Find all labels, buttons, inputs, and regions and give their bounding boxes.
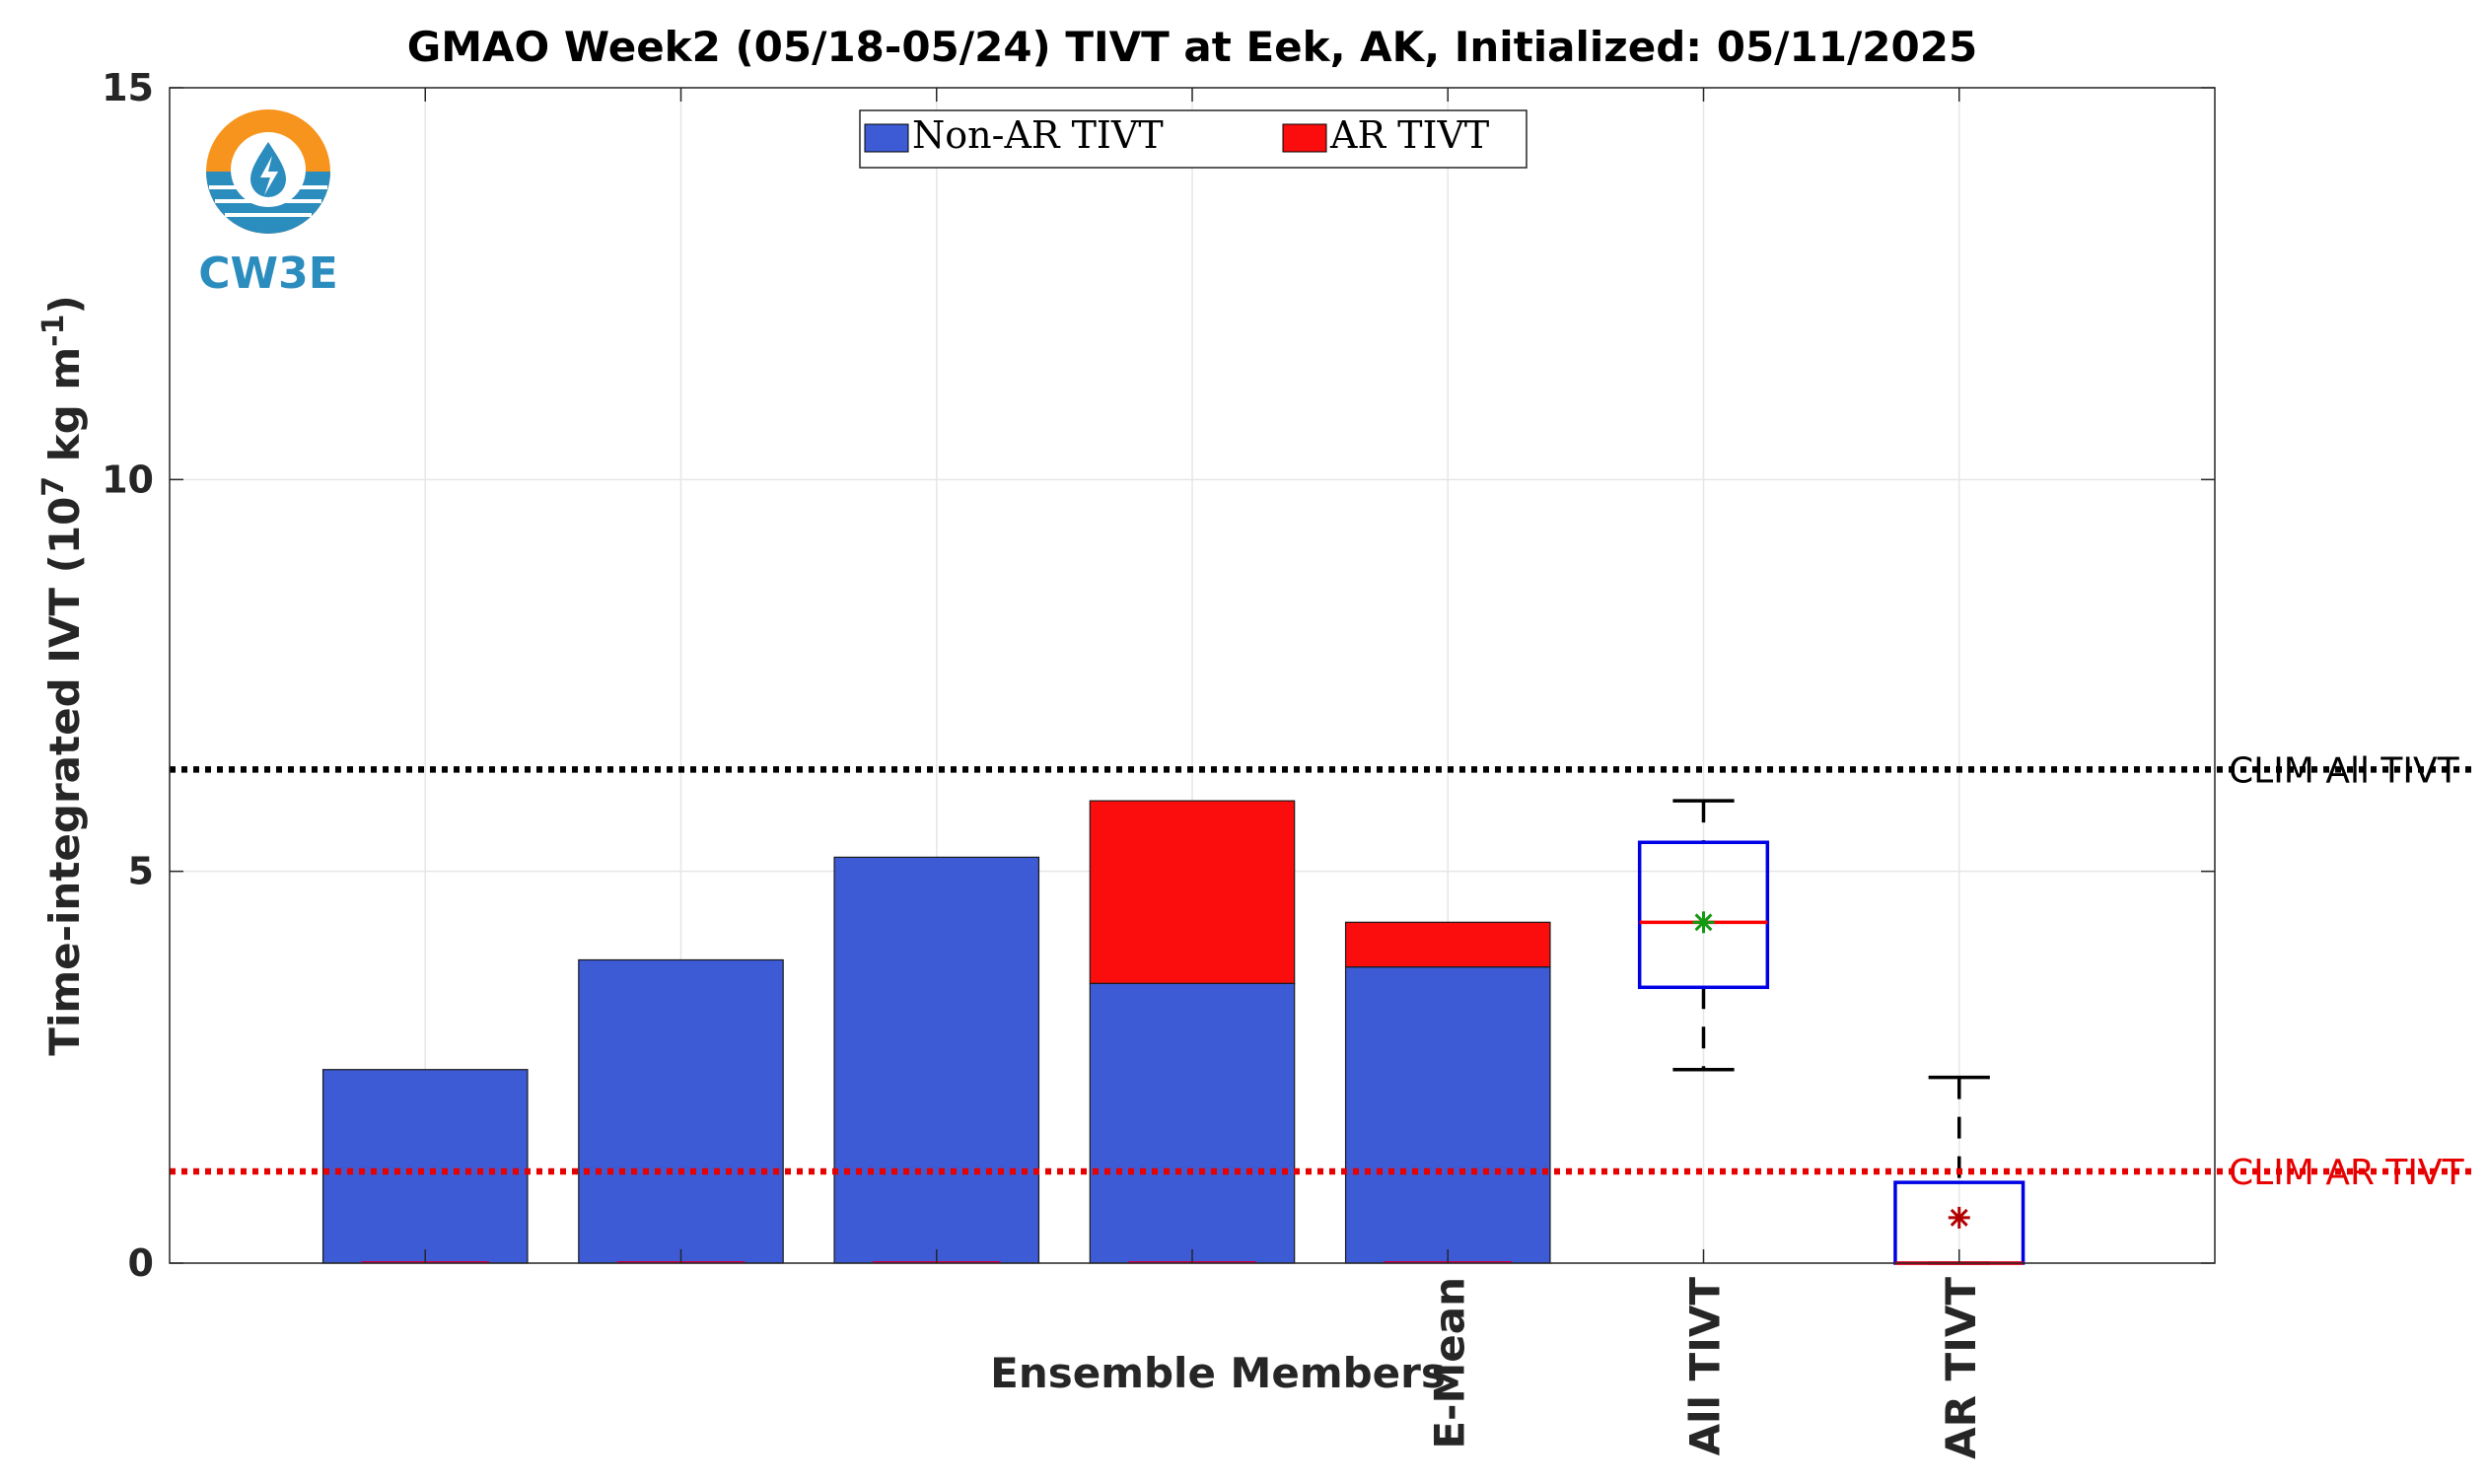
legend-label-ar: AR TIVT	[1329, 113, 1489, 157]
y-tick-label: 5	[128, 850, 154, 893]
box-mean-marker	[1948, 1206, 1970, 1229]
y-axis-label: Time-integrated IVT (107 kg m-1)	[36, 295, 89, 1055]
y-tick-label: 15	[102, 66, 154, 109]
legend-swatch-ar	[1282, 123, 1327, 153]
box-mean-marker	[1692, 911, 1715, 934]
y-axis-ticks: 0 5 10 15	[102, 66, 2215, 1285]
bar-non-ar	[578, 958, 784, 1264]
chart-title: GMAO Week2 (05/18-05/24) TIVT at Eek, AK…	[407, 23, 1977, 71]
bar-ar	[1089, 800, 1296, 984]
mean-star-stroke	[1694, 913, 1713, 932]
bar-non-ar	[1344, 966, 1551, 1264]
cw3e-logo: CW3E	[198, 109, 338, 299]
x-tick-label: AR TIVT	[1937, 1277, 1985, 1459]
bar-non-ar	[833, 856, 1040, 1264]
legend-box	[859, 109, 1528, 169]
x-axis-label: Ensemble Members	[990, 1349, 1446, 1397]
x-axis-ticks: E-Mean All TIVT AR TIVT	[424, 88, 1985, 1459]
legend: Non-AR TIVT AR TIVT	[859, 109, 1528, 169]
logo-bolt-icon	[260, 156, 278, 195]
y-tick-label: 0	[128, 1241, 154, 1285]
bar-non-ar	[321, 1069, 529, 1264]
legend-label-non-ar: Non-AR TIVT	[912, 113, 1164, 157]
bar-non-ar	[1089, 982, 1296, 1264]
y-tick-label: 10	[102, 458, 154, 501]
reference-line-label: CLIM All TIVT	[2229, 750, 2460, 791]
bar-ar	[1344, 921, 1551, 968]
bars-group	[321, 800, 1551, 1264]
x-tick-label: E-Mean	[1425, 1277, 1473, 1449]
legend-swatch-non-ar	[864, 123, 909, 153]
mean-star-stroke	[1950, 1208, 1968, 1227]
box-iqr	[1637, 840, 1770, 990]
logo-text: CW3E	[198, 248, 338, 299]
reference-lines: CLIM All TIVT CLIM AR TIVT	[170, 750, 2475, 1193]
x-tick-label: All TIVT	[1681, 1277, 1730, 1456]
reference-line-label: CLIM AR TIVT	[2229, 1153, 2465, 1193]
